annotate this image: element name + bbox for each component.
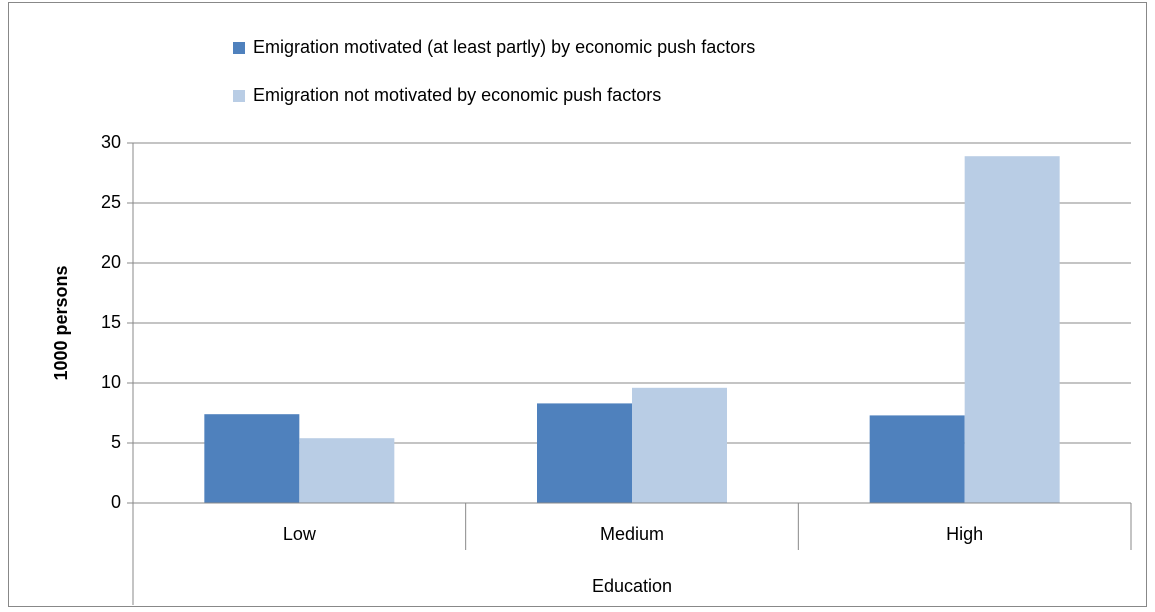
y-tick-label: 25 [101, 192, 121, 212]
x-axis-title: Education [592, 576, 672, 596]
chart-border [8, 2, 1147, 607]
bar [964, 156, 1060, 503]
y-tick-label: 0 [111, 492, 121, 512]
y-tick-label: 15 [101, 312, 121, 332]
y-tick-label: 20 [101, 252, 121, 272]
x-tick-label: Low [283, 524, 317, 544]
legend-swatch [233, 90, 245, 102]
bar [632, 387, 727, 503]
bar [204, 414, 300, 503]
bar [869, 415, 965, 503]
y-axis-title: 1000 persons [51, 265, 71, 380]
bar [299, 438, 395, 503]
legend-label: Emigration not motivated by economic pus… [253, 85, 661, 105]
legend-swatch [233, 42, 245, 54]
x-tick-label: Medium [600, 524, 664, 544]
y-tick-label: 10 [101, 372, 121, 392]
x-tick-label: High [946, 524, 983, 544]
y-tick-label: 30 [101, 132, 121, 152]
bar [537, 403, 632, 503]
legend-label: Emigration motivated (at least partly) b… [253, 37, 755, 57]
y-tick-label: 5 [111, 432, 121, 452]
